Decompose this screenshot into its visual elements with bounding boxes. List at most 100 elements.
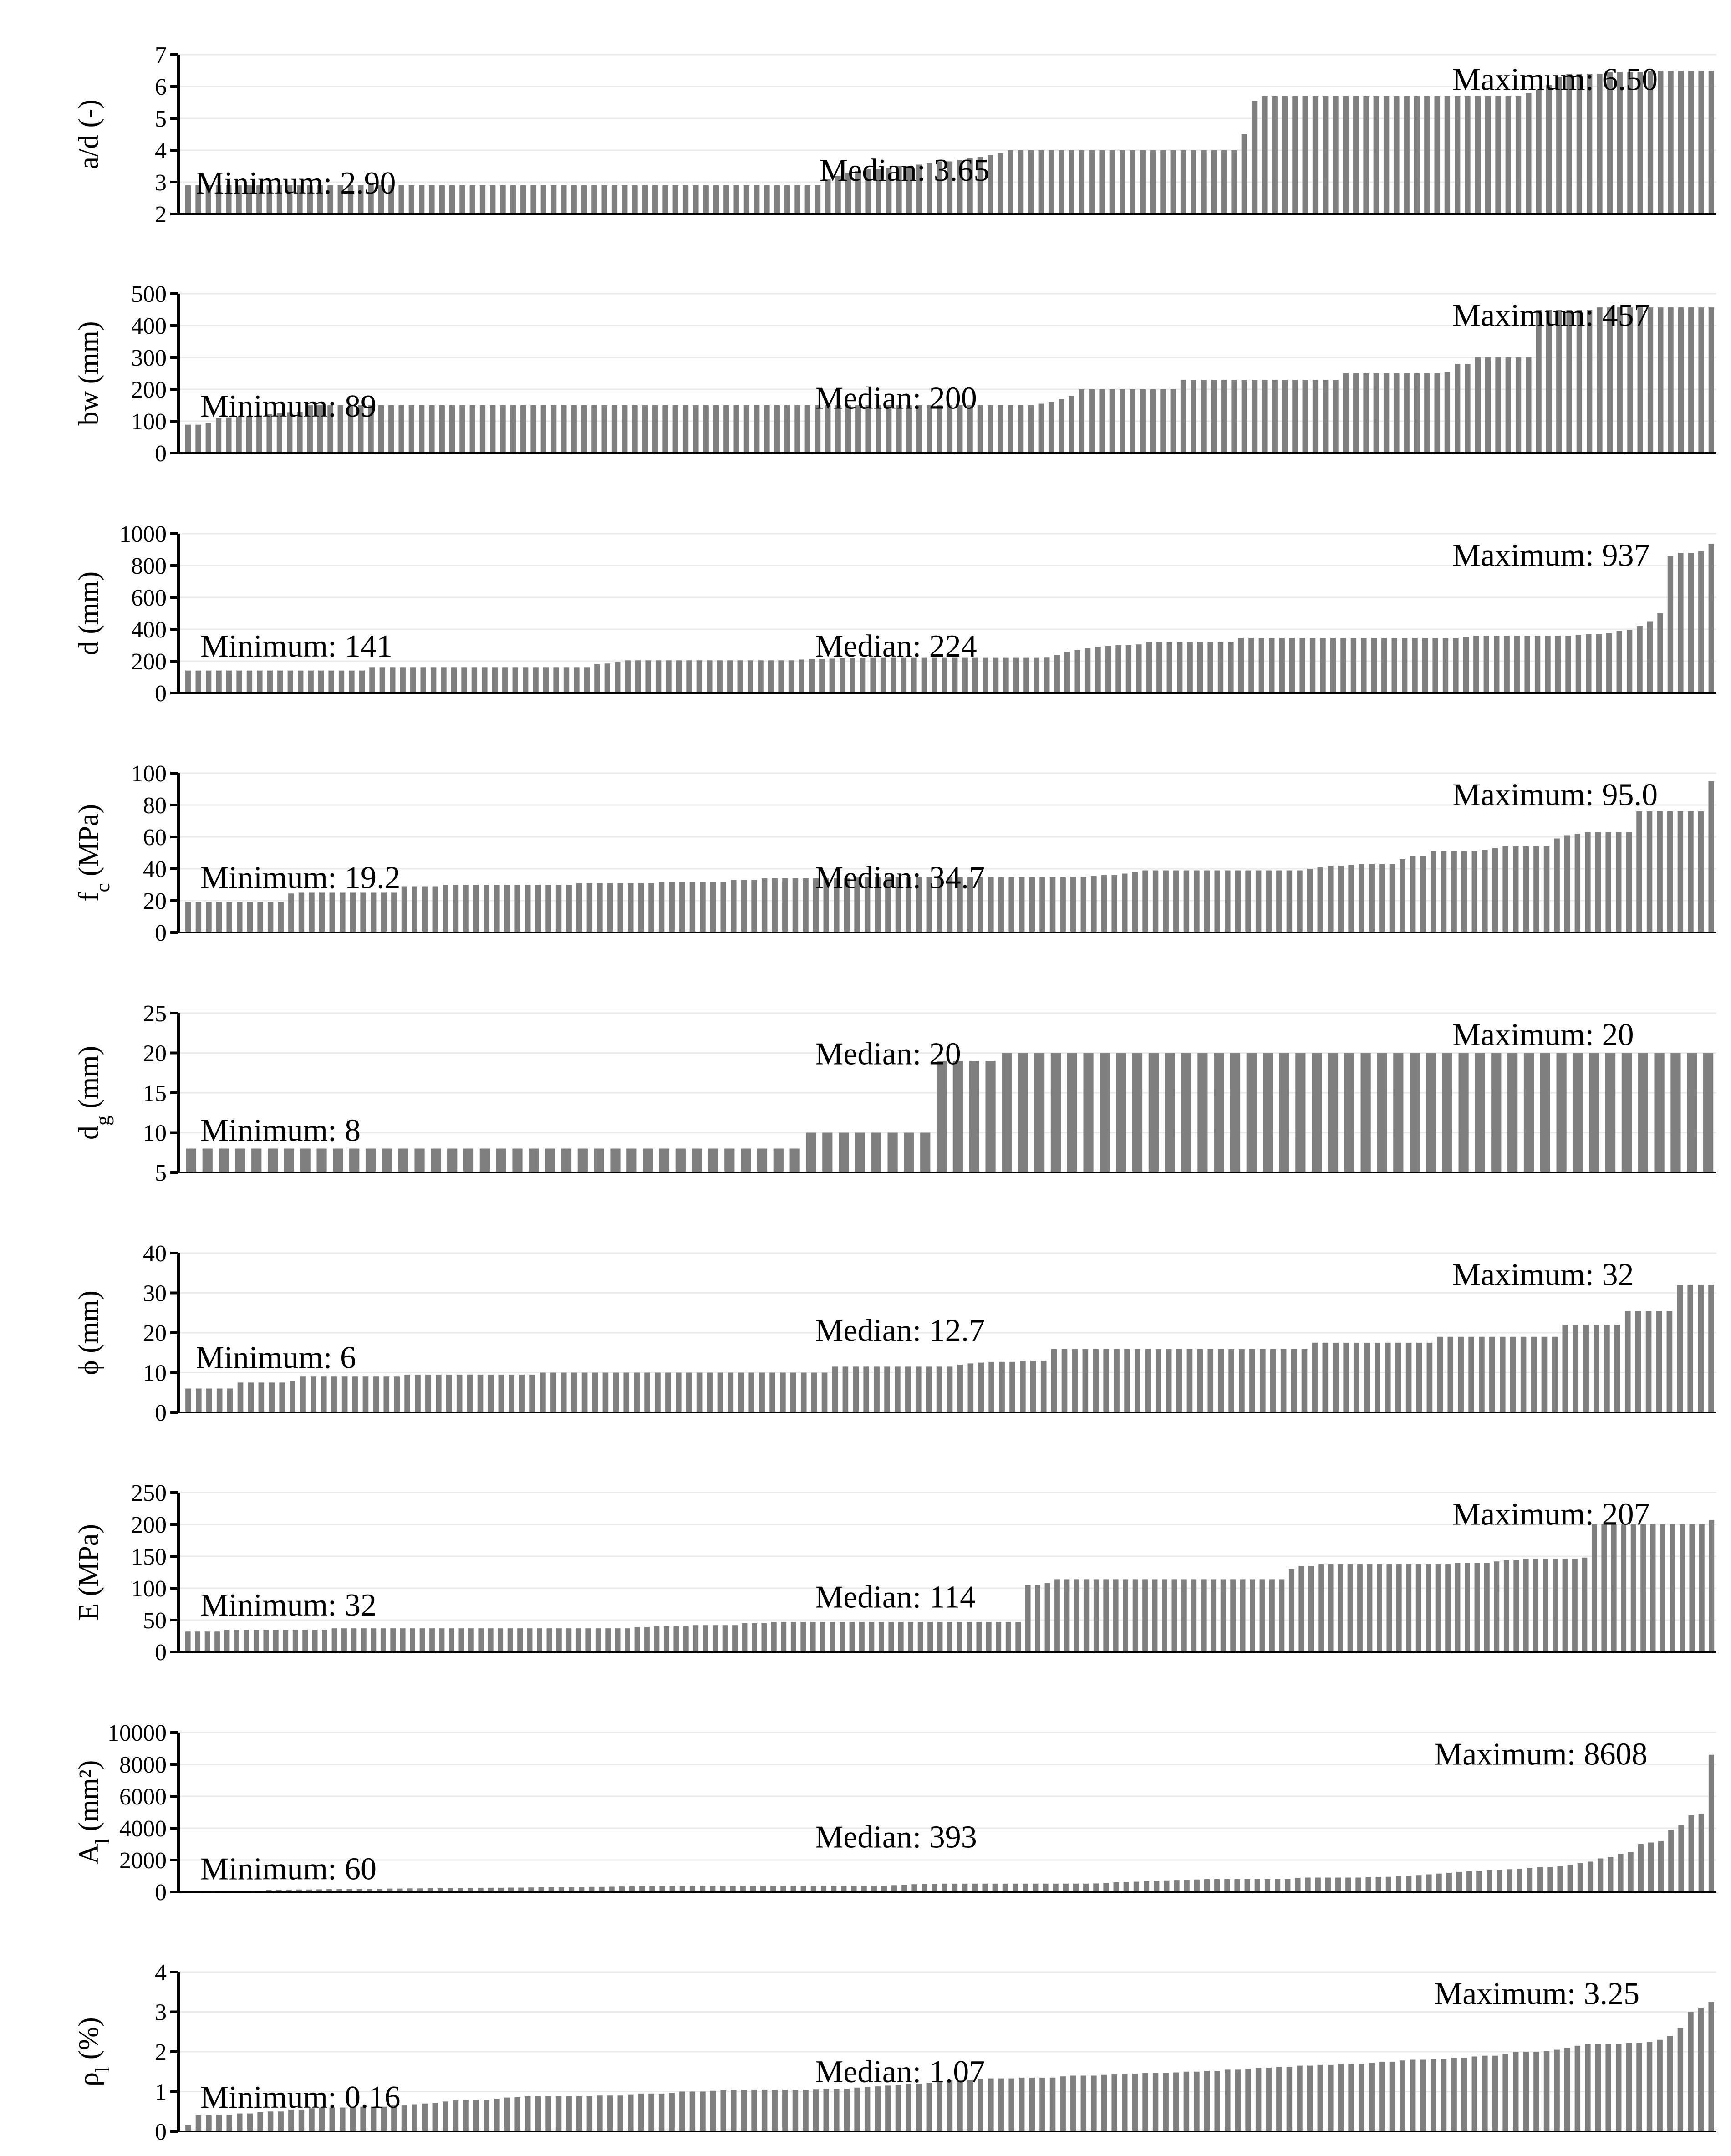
bar [226, 670, 232, 693]
y-tick-label: 2 [155, 202, 167, 228]
bar [1626, 832, 1632, 933]
bar [1381, 638, 1387, 693]
bar [473, 2100, 479, 2131]
bar [1051, 1349, 1057, 1412]
y-tick-label: 500 [131, 281, 167, 307]
bar [819, 659, 825, 693]
bar [986, 1622, 992, 1652]
bar [236, 670, 242, 693]
bar [479, 185, 486, 214]
y-tick-label: 250 [131, 1480, 167, 1506]
bar [1410, 2059, 1416, 2131]
bar [1383, 373, 1390, 453]
bar [870, 657, 876, 693]
bar [768, 660, 774, 693]
bar [571, 405, 577, 453]
bar [1500, 1336, 1506, 1412]
bar [1091, 876, 1097, 933]
bar [1668, 71, 1674, 214]
bar [288, 893, 294, 933]
bar [1687, 1053, 1697, 1172]
bar [1053, 1883, 1059, 1892]
bar [1111, 875, 1117, 933]
bar [453, 2100, 459, 2131]
bar [1582, 1557, 1588, 1652]
bar [579, 1887, 585, 1892]
bar [895, 2085, 901, 2131]
bar [957, 160, 963, 214]
bar [737, 660, 743, 693]
bar [700, 882, 706, 933]
bar [759, 1372, 765, 1412]
bar [352, 1376, 358, 1412]
bar [257, 2112, 263, 2131]
bar [1008, 877, 1014, 933]
bar [926, 877, 932, 933]
bar [1298, 1566, 1304, 1652]
bar [1465, 1563, 1470, 1652]
bar [1616, 631, 1622, 693]
bar [623, 1372, 630, 1412]
bar [1363, 96, 1369, 214]
y-tick-label: 40 [143, 1241, 167, 1267]
bar [329, 892, 335, 933]
bar [298, 892, 305, 933]
median-label: Median: 1.07 [815, 2054, 985, 2090]
bar [1113, 1882, 1119, 1892]
bar [1626, 2043, 1632, 2131]
bar [1186, 1349, 1193, 1412]
bar [185, 2125, 191, 2131]
maximum-label: Maximum: 6.50 [1452, 62, 1658, 97]
bar [478, 1628, 484, 1652]
bar [1426, 1564, 1431, 1652]
bar [298, 670, 304, 693]
bar [1484, 1563, 1490, 1652]
bar [1657, 2039, 1663, 2131]
bar [196, 1388, 202, 1412]
bar [287, 412, 293, 453]
bar [752, 1623, 757, 1652]
bar [658, 882, 665, 933]
bar [1235, 870, 1241, 933]
bar [866, 169, 871, 214]
bar [908, 1622, 914, 1652]
bar [1465, 364, 1471, 453]
bar [1038, 403, 1044, 453]
bar [1513, 2052, 1519, 2131]
bar [1394, 373, 1400, 453]
bar [1536, 90, 1542, 214]
bar [520, 185, 526, 214]
bar [1541, 1336, 1548, 1412]
bar [794, 185, 800, 214]
bar [952, 1061, 963, 1172]
bar [247, 902, 253, 933]
bar [267, 1148, 278, 1172]
panel-7: 0 50 100 150 200 250 E (MPa) Minimum: 32 Median:… [73, 1480, 1716, 1666]
bar [669, 1886, 675, 1892]
bar [463, 1148, 474, 1172]
bar [1624, 1311, 1631, 1412]
bar [1491, 1053, 1502, 1172]
bar [906, 2084, 911, 2131]
bar [419, 1628, 425, 1652]
bar [597, 2095, 603, 2131]
bar [1123, 1882, 1129, 1892]
bar [568, 1887, 575, 1892]
bar [1160, 150, 1166, 214]
bar [206, 902, 212, 933]
bar [1495, 357, 1501, 453]
y-tick-label: 100 [131, 1576, 167, 1602]
bar [977, 157, 983, 214]
bar [976, 1622, 982, 1652]
bar [957, 405, 963, 453]
bar [761, 1623, 767, 1652]
bar [597, 883, 603, 933]
bar [634, 1627, 640, 1652]
bar [1689, 1524, 1695, 1652]
bar [1289, 638, 1295, 693]
bar [773, 1148, 784, 1172]
bar [561, 405, 567, 453]
bar [1070, 877, 1076, 933]
bar [895, 1366, 901, 1412]
y-tick-label: 6000 [119, 1784, 167, 1810]
